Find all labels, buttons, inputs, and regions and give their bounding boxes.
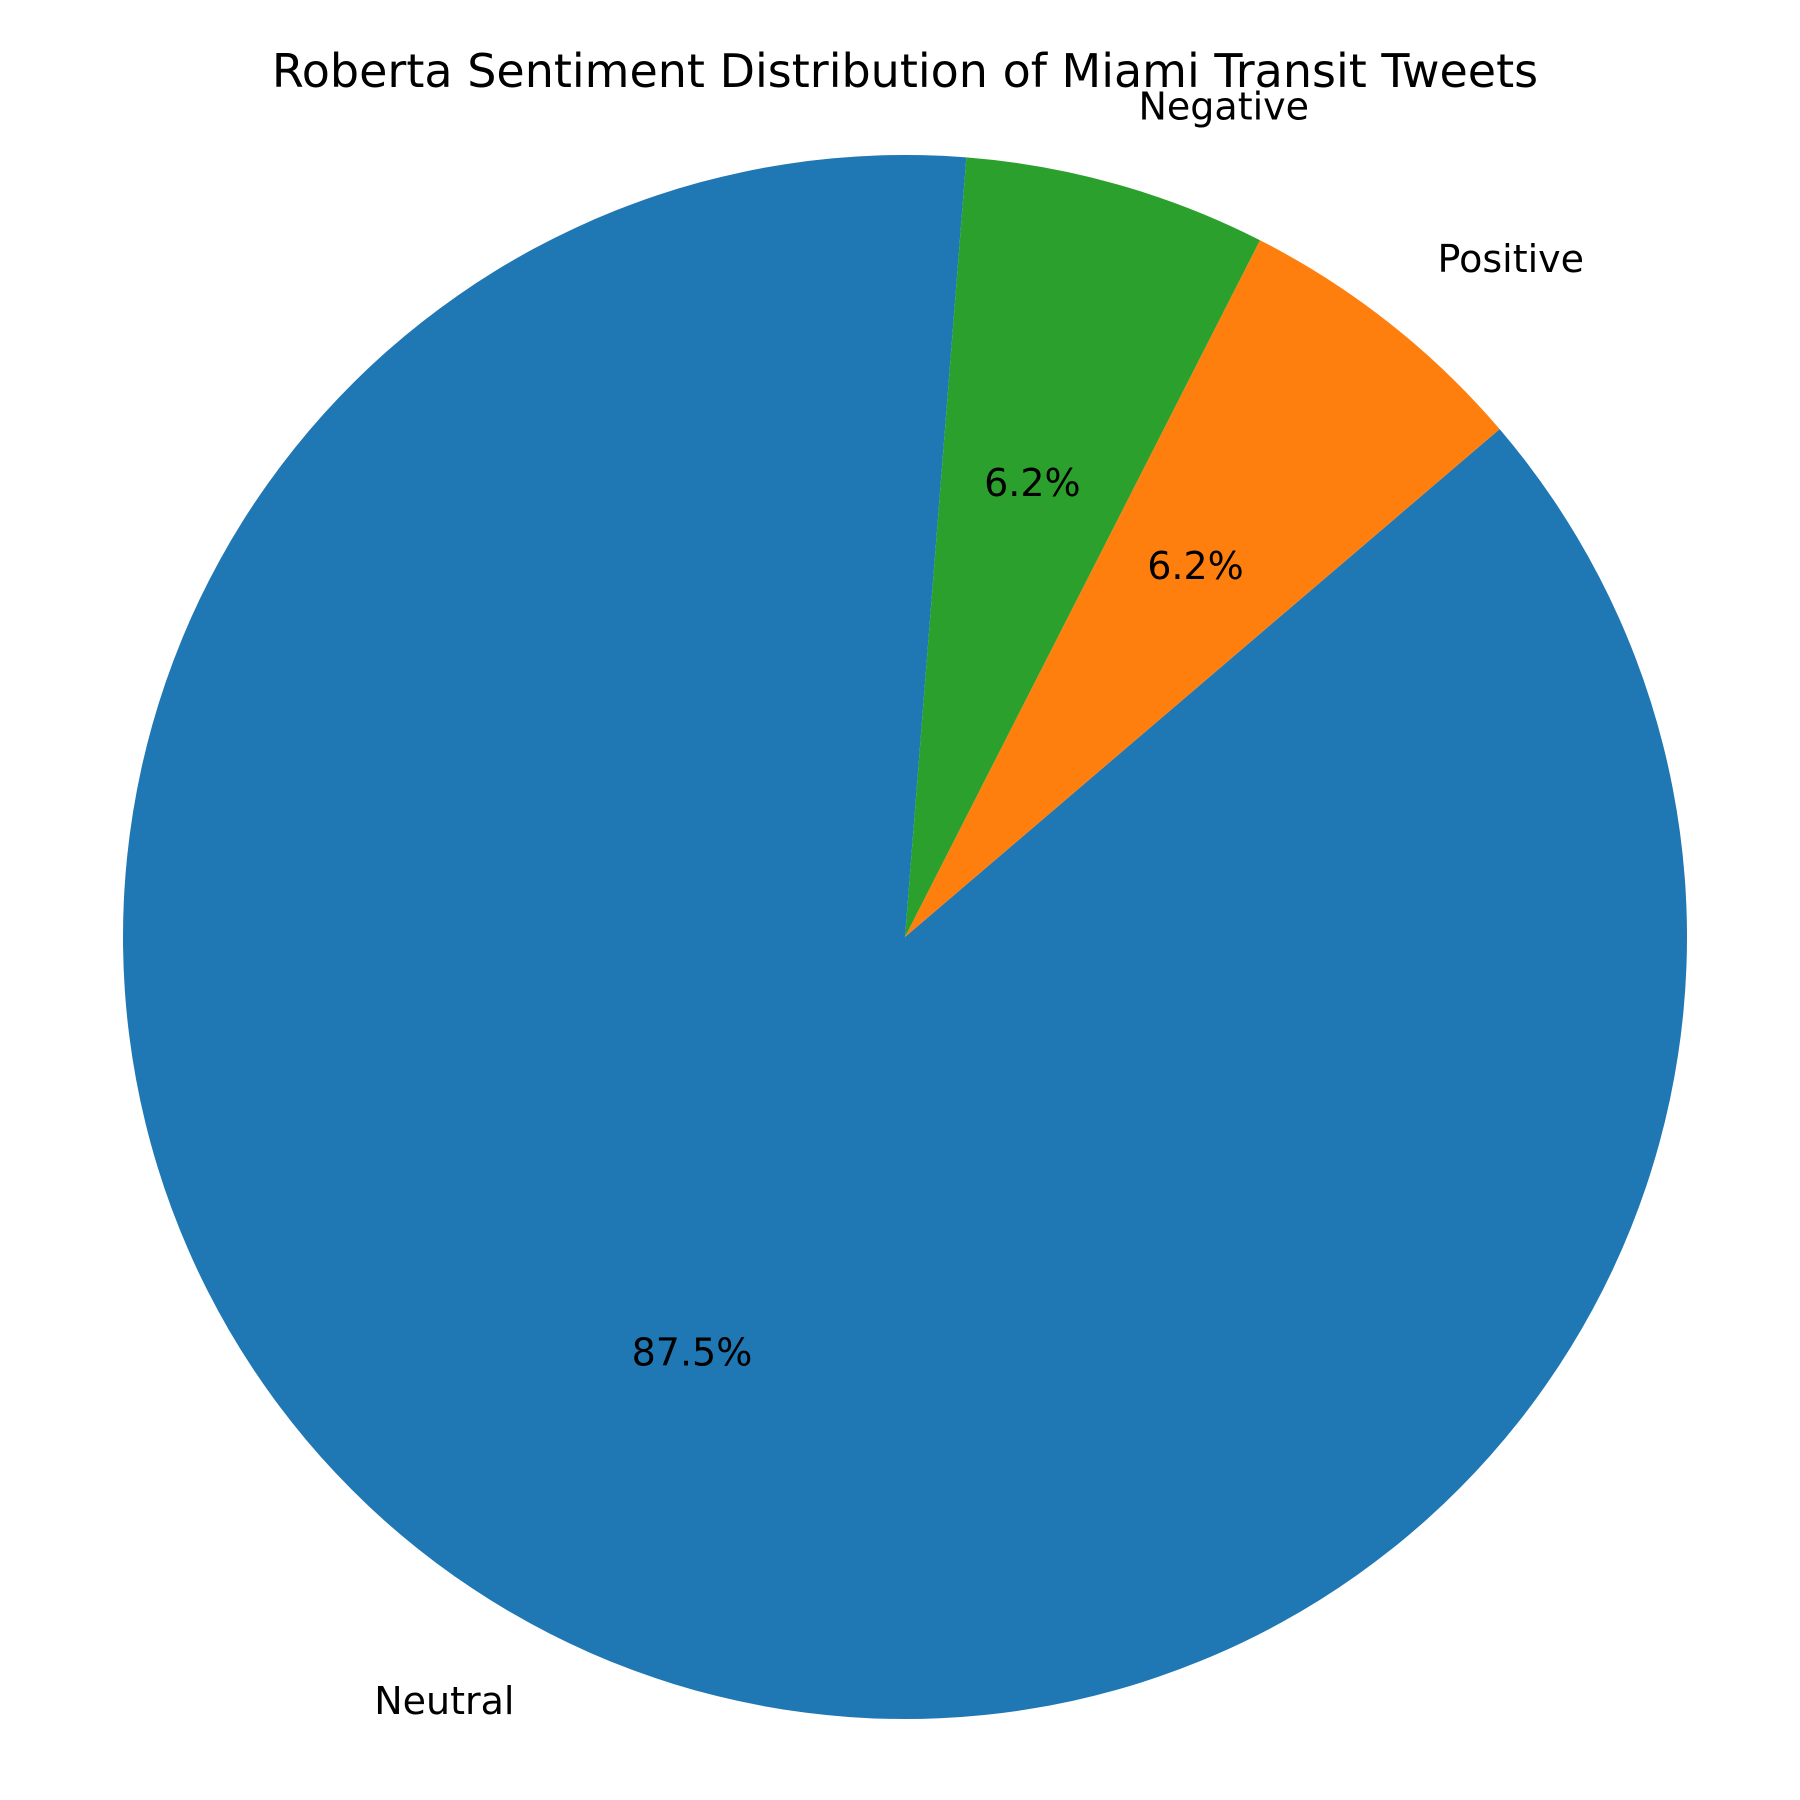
slice-percent-neutral: 87.5% [632,1331,753,1375]
pie-slice-negative [905,157,1261,937]
pie-slices [123,154,1688,1719]
slice-percent-negative: 6.2% [984,461,1081,505]
slice-label-negative: Negative [1138,85,1309,129]
slice-percent-positive: 6.2% [1147,544,1244,588]
pie-labels: Neutral 87.5% Positive 6.2% Negative 6.2% [374,85,1584,1723]
slice-label-neutral: Neutral [374,1679,514,1723]
slice-label-positive: Positive [1438,237,1585,281]
chart-title: Roberta Sentiment Distribution of Miami … [272,44,1538,98]
pie-slice-positive [905,240,1500,937]
pie-slice-neutral [123,154,1688,1719]
